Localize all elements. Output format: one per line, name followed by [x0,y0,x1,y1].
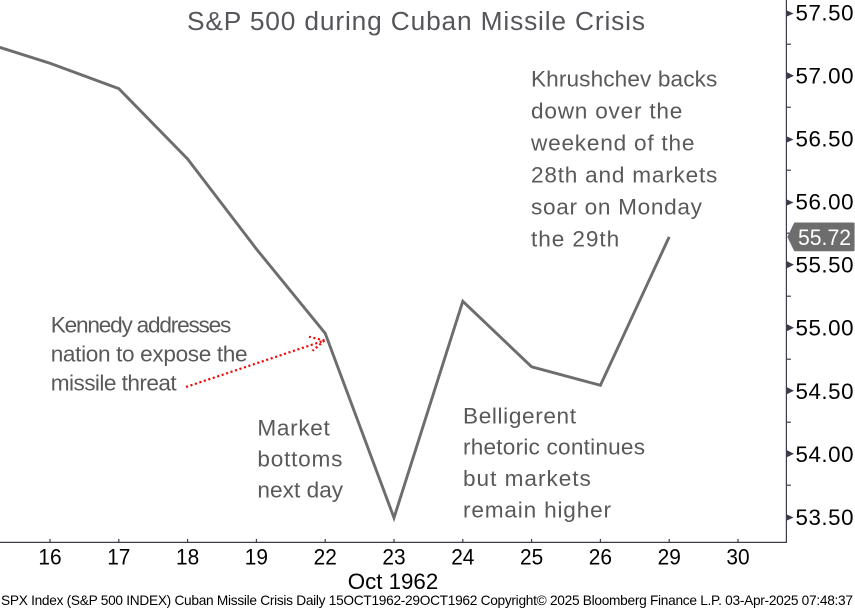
svg-text:55.00: 55.00 [796,316,854,341]
svg-text:missile threat: missile threat [51,371,178,396]
svg-text:19: 19 [245,544,268,569]
svg-text:nation to expose the: nation to expose the [51,342,248,367]
svg-text:24: 24 [451,544,474,569]
svg-text:30: 30 [726,544,749,569]
svg-text:25: 25 [520,544,543,569]
svg-text:55.50: 55.50 [796,253,854,278]
svg-text:29: 29 [658,544,681,569]
svg-text:Kennedy addresses: Kennedy addresses [51,313,232,338]
svg-text:remain higher: remain higher [463,498,611,523]
svg-text:55.72: 55.72 [798,225,851,250]
svg-text:57.00: 57.00 [796,64,854,89]
svg-text:17: 17 [107,544,130,569]
svg-text:54.00: 54.00 [796,442,854,467]
svg-text:23: 23 [382,544,405,569]
svg-text:53.50: 53.50 [796,505,854,530]
svg-text:weekend of the: weekend of the [530,130,694,155]
svg-text:Oct 1962: Oct 1962 [348,569,438,594]
svg-text:57.50: 57.50 [796,1,854,26]
svg-text:the 29th: the 29th [531,226,619,251]
svg-text:16: 16 [38,544,61,569]
svg-text:26: 26 [589,544,612,569]
svg-text:56.50: 56.50 [796,127,854,152]
svg-text:down over the: down over the [531,98,682,123]
svg-text:soar on Monday: soar on Monday [531,194,703,219]
svg-text:54.50: 54.50 [796,379,854,404]
svg-text:next day: next day [257,478,343,503]
svg-text:Market: Market [257,415,330,440]
svg-text:28th and markets: 28th and markets [531,162,717,187]
svg-text:Belligerent: Belligerent [463,403,577,428]
svg-text:bottoms: bottoms [257,447,342,472]
svg-text:SPX Index (S&P 500 INDEX) Cuba: SPX Index (S&P 500 INDEX) Cuban Missile … [1,593,853,608]
svg-text:S&P 500 during Cuban Missile C: S&P 500 during Cuban Missile Crisis [187,6,645,36]
svg-text:Khrushchev backs: Khrushchev backs [531,66,717,91]
svg-text:rhetoric continues: rhetoric continues [463,434,645,459]
svg-text:56.00: 56.00 [796,190,854,215]
svg-text:but markets: but markets [463,466,591,491]
svg-text:18: 18 [176,544,199,569]
svg-text:22: 22 [314,544,337,569]
